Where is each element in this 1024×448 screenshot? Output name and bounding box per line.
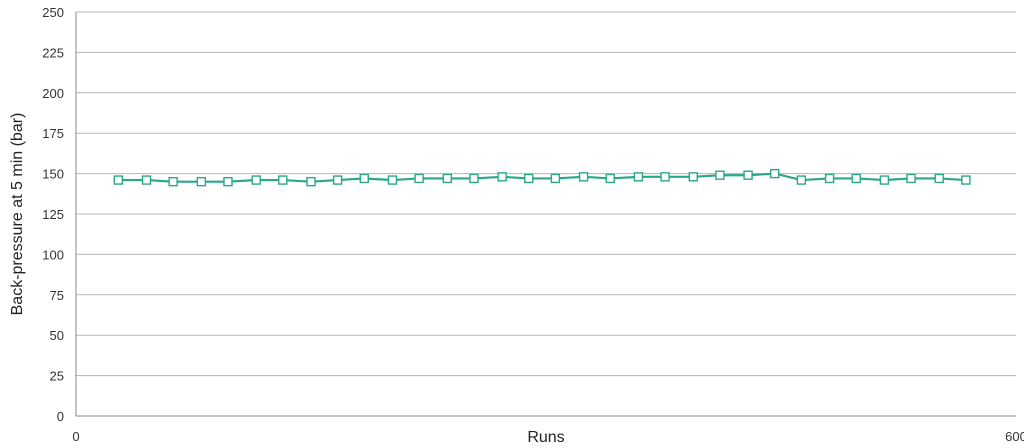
data-point <box>141 175 152 185</box>
data-point <box>715 170 725 180</box>
data-point <box>550 173 561 184</box>
data-point <box>796 175 807 185</box>
data-point <box>851 173 861 184</box>
data-point <box>578 172 589 182</box>
data-point <box>934 173 944 184</box>
x-tick-label: 0 <box>72 429 79 444</box>
y-tick-label: 225 <box>42 45 64 60</box>
series-line <box>118 172 966 183</box>
data-point <box>605 173 615 184</box>
x-axis-label: Runs <box>527 429 564 446</box>
y-tick-label: 100 <box>42 247 64 262</box>
data-point <box>168 176 178 187</box>
data-point <box>688 172 698 182</box>
data-point <box>278 175 288 185</box>
y-tick-label: 75 <box>50 288 64 303</box>
data-point <box>223 176 233 187</box>
data-point <box>906 173 916 184</box>
y-tick-label: 150 <box>42 167 64 182</box>
data-point <box>524 173 534 184</box>
x-tick-label: 600 <box>1005 429 1024 444</box>
series-group <box>113 168 971 187</box>
data-point <box>359 173 369 184</box>
data-point <box>332 175 343 185</box>
data-point <box>633 172 644 182</box>
data-point <box>469 173 479 184</box>
x-axis-ticks: 0 600 <box>72 429 1024 444</box>
data-point <box>442 173 452 184</box>
data-point <box>879 175 890 185</box>
y-tick-label: 175 <box>42 126 64 141</box>
data-point <box>251 175 261 185</box>
y-axis-ticks: 0 25 50 75 100 125 150 175 200 225 250 <box>42 5 64 424</box>
data-point <box>743 170 753 180</box>
data-point <box>824 173 835 184</box>
data-point <box>961 175 971 185</box>
data-point <box>497 172 507 182</box>
data-point <box>414 173 424 184</box>
y-tick-label: 25 <box>50 369 64 384</box>
y-tick-label: 50 <box>50 328 64 343</box>
data-point <box>387 175 398 185</box>
data-point <box>306 176 316 187</box>
y-tick-label: 250 <box>42 5 64 20</box>
data-point <box>113 175 124 185</box>
y-tick-label: 125 <box>42 207 64 222</box>
data-point <box>196 176 207 187</box>
y-axis-label: Back-pressure at 5 min (bar) <box>9 113 26 316</box>
y-tick-label: 200 <box>42 86 64 101</box>
data-point <box>660 172 670 182</box>
gridlines <box>76 11 1016 417</box>
y-tick-label: 0 <box>57 409 64 424</box>
data-point <box>770 168 780 179</box>
